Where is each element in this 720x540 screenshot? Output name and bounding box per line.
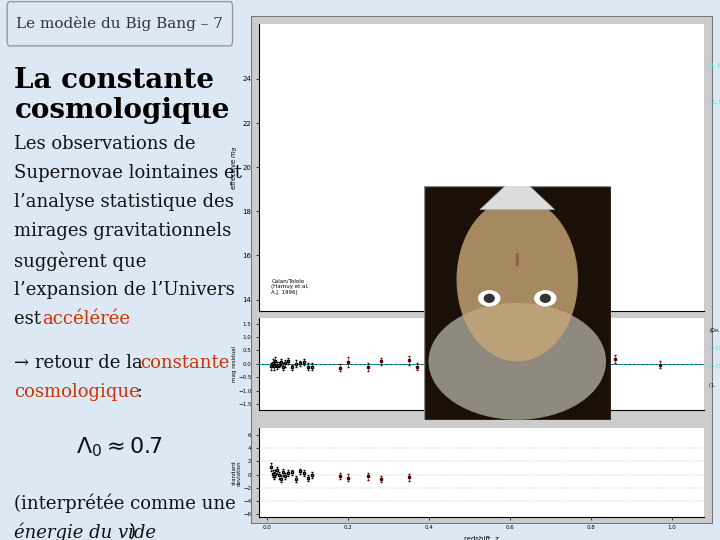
Ellipse shape	[534, 290, 557, 307]
Text: (1,   0): (1, 0)	[708, 383, 720, 388]
Text: mirages gravitationnels: mirages gravitationnels	[14, 222, 232, 240]
FancyBboxPatch shape	[7, 2, 233, 46]
Text: l’analyse statistique des: l’analyse statistique des	[14, 193, 234, 211]
Ellipse shape	[484, 294, 495, 303]
Text: (1, 0)     (1, 0): (1, 0) (1, 0)	[708, 63, 720, 68]
Text: (0.25, 0.72): (0.25, 0.72)	[708, 346, 720, 351]
Ellipse shape	[540, 294, 551, 303]
Text: Supernovae lointaines et: Supernovae lointaines et	[14, 164, 242, 182]
Text: :: :	[130, 383, 143, 401]
Text: est: est	[14, 310, 47, 328]
Text: constante: constante	[140, 354, 230, 372]
Y-axis label: standard
deviation: standard deviation	[231, 460, 242, 485]
Text: Le modèle du Big Bang – 7: Le modèle du Big Bang – 7	[17, 16, 223, 31]
Text: (0.75, (0.5)): (0.75, (0.5))	[708, 364, 720, 369]
Ellipse shape	[478, 290, 500, 307]
Text: énergie du vide: énergie du vide	[14, 523, 156, 540]
Text: (.5,.5Ω)   (2, 0): (.5,.5Ω) (2, 0)	[708, 100, 720, 105]
Text: La constante: La constante	[14, 68, 215, 94]
Text: suggèrent que: suggèrent que	[14, 252, 147, 271]
Text: Supernova
Cosmology
Project: Supernova Cosmology Project	[477, 214, 520, 245]
Text: cosmologique: cosmologique	[14, 97, 230, 124]
Ellipse shape	[428, 303, 606, 420]
Text: accélérée: accélérée	[42, 310, 130, 328]
Text: ($\Omega_M$, $\Omega_\Lambda$) =: ($\Omega_M$, $\Omega_\Lambda$) =	[708, 326, 720, 335]
Text: l’expansion de l’Univers: l’expansion de l’Univers	[14, 281, 235, 299]
Text: (interprétée comme une: (interprétée comme une	[14, 494, 236, 513]
Text: Calan/Tololo
(Hamuy et al,
A.J. 1996): Calan/Tololo (Hamuy et al, A.J. 1996)	[271, 279, 309, 295]
Y-axis label: mag residual: mag residual	[232, 346, 237, 382]
X-axis label: redshift  z: redshift z	[464, 536, 499, 540]
Text: → retour de la: → retour de la	[14, 354, 149, 372]
Y-axis label: effective $m_B$: effective $m_B$	[230, 145, 240, 190]
Text: Les observations de: Les observations de	[14, 135, 196, 153]
Polygon shape	[480, 174, 554, 210]
Text: cosmologique: cosmologique	[14, 383, 140, 401]
Ellipse shape	[456, 198, 578, 361]
Text: ): )	[128, 523, 135, 540]
Text: $\Lambda_0 \approx 0.7$: $\Lambda_0 \approx 0.7$	[76, 435, 163, 459]
